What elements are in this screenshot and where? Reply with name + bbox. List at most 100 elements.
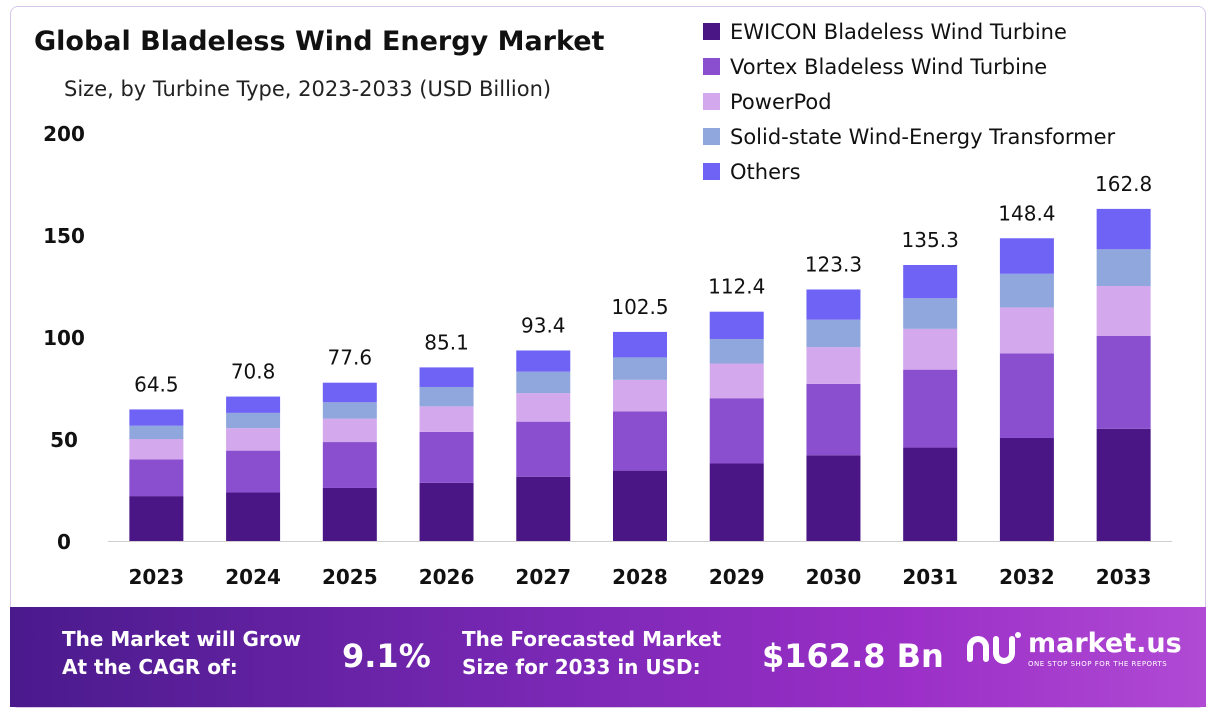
y-tick-label: 0	[57, 530, 71, 554]
forecast-caption: The Forecasted Market Size for 2033 in U…	[462, 625, 721, 681]
bar-segment	[903, 298, 958, 329]
bar-total-label: 64.5	[134, 372, 179, 396]
legend-label: Solid-state Wind-Energy Transformer	[730, 124, 1116, 149]
legend-swatch	[703, 23, 720, 40]
logo-tagline: ONE STOP SHOP FOR THE REPORTS	[1028, 660, 1168, 668]
legend-swatch	[703, 128, 720, 145]
bar-segment	[419, 431, 474, 483]
cagr-caption-line1: The Market will Grow	[62, 627, 302, 651]
legend-item-others: Others	[703, 154, 1115, 189]
bar-segment	[1096, 428, 1151, 541]
bar-segment	[322, 382, 377, 403]
forecast-caption-line1: The Forecasted Market	[462, 627, 722, 651]
bar-segment	[419, 482, 474, 541]
bar-segment	[806, 319, 861, 348]
y-tick-label: 200	[43, 122, 85, 146]
bar-segment	[903, 264, 958, 299]
bar-segment	[806, 383, 861, 456]
market-us-logo-icon	[967, 632, 1021, 664]
bar-segment	[613, 357, 667, 380]
bar-segment	[999, 437, 1054, 541]
x-tick-label: 2033	[1096, 565, 1152, 589]
bar-segment	[322, 487, 377, 541]
bar-segment	[709, 463, 764, 541]
legend-swatch	[703, 93, 720, 110]
bar-total-label: 112.4	[708, 275, 765, 299]
x-tick-label: 2028	[612, 565, 668, 589]
bar-segment	[419, 367, 474, 387]
bar-chart: 0 50 100 150 200 64.5 2023 70.8 2024 77.6 2025 85.1…	[43, 122, 1172, 589]
x-tick-label: 2029	[709, 565, 765, 589]
x-tick-label: 2031	[902, 565, 958, 589]
bar-total-label: 162.8	[1095, 172, 1152, 196]
x-tick-label: 2025	[322, 565, 378, 589]
legend-item-powerpod: PowerPod	[703, 84, 1115, 119]
bar-segment	[516, 476, 571, 541]
bar-segment	[613, 331, 667, 358]
bar-segment	[806, 289, 861, 320]
cagr-caption: The Market will Grow At the CAGR of:	[62, 625, 301, 681]
bar-segment	[516, 393, 571, 422]
x-tick-label: 2026	[419, 565, 475, 589]
x-tick-label: 2024	[225, 565, 281, 589]
bar-segment	[226, 412, 281, 429]
bar-total-label: 77.6	[328, 346, 373, 370]
bar-segment	[613, 379, 667, 412]
y-tick-label: 150	[43, 224, 85, 248]
bar-segment	[709, 311, 764, 340]
bar-segment	[709, 363, 764, 399]
legend-swatch	[703, 58, 720, 75]
bar-total-label: 135.3	[902, 228, 959, 252]
bar-segment	[322, 442, 377, 488]
bar-segment	[1096, 286, 1151, 336]
x-tick-label: 2023	[129, 565, 185, 589]
bar-total-label: 70.8	[231, 360, 276, 384]
bar-segment	[419, 406, 474, 432]
x-tick-label: 2030	[806, 565, 862, 589]
x-tick-label: 2032	[999, 565, 1055, 589]
chart-subtitle: Size, by Turbine Type, 2023-2033 (USD Bi…	[64, 77, 552, 101]
legend-label: PowerPod	[730, 89, 832, 114]
bar-segment	[226, 396, 281, 413]
legend-label: Vortex Bladeless Wind Turbine	[730, 54, 1048, 79]
bar-segment	[226, 450, 281, 493]
legend-label: EWICON Bladeless Wind Turbine	[730, 19, 1067, 44]
bar-total-label: 148.4	[998, 201, 1055, 225]
bar-segment	[613, 411, 667, 471]
bar-total-label: 85.1	[424, 330, 469, 354]
forecast-value: $162.8 Bn	[762, 637, 944, 675]
bar-segment	[129, 496, 184, 541]
bar-segment	[516, 371, 571, 394]
bar-segment	[1096, 208, 1151, 250]
bar-segment	[322, 402, 377, 419]
bar-segment	[129, 459, 184, 497]
bar-segment	[903, 369, 958, 448]
y-tick-label: 100	[43, 326, 85, 350]
bar-segment	[129, 439, 184, 460]
logo-name: market.us	[1028, 628, 1182, 659]
bar-total-label: 123.3	[805, 252, 862, 276]
bar-segment	[516, 421, 571, 477]
x-tick-label: 2027	[515, 565, 571, 589]
bar-total-label: 93.4	[521, 313, 566, 337]
legend: EWICON Bladeless Wind Turbine Vortex Bla…	[703, 14, 1115, 189]
bar-segment	[129, 409, 184, 426]
legend-item-vortex: Vortex Bladeless Wind Turbine	[703, 49, 1115, 84]
bar-segment	[999, 307, 1054, 354]
y-tick-label: 50	[50, 428, 78, 452]
bar-segment	[999, 238, 1054, 274]
legend-item-solid-state: Solid-state Wind-Energy Transformer	[703, 119, 1115, 154]
bar-total-label: 102.5	[611, 295, 668, 319]
bar-segment	[709, 398, 764, 464]
bar-segment	[999, 273, 1054, 308]
bar-segment	[1096, 335, 1151, 429]
bar-segment	[322, 418, 377, 443]
bar-segment	[226, 492, 281, 541]
bar-segment	[129, 425, 184, 439]
forecast-caption-line2: Size for 2033 in USD:	[462, 655, 701, 679]
bar-segment	[1096, 249, 1151, 286]
legend-label: Others	[730, 159, 801, 184]
bar-segment	[806, 347, 861, 384]
bar-segment	[709, 339, 764, 364]
cagr-caption-line2: At the CAGR of:	[62, 655, 238, 679]
